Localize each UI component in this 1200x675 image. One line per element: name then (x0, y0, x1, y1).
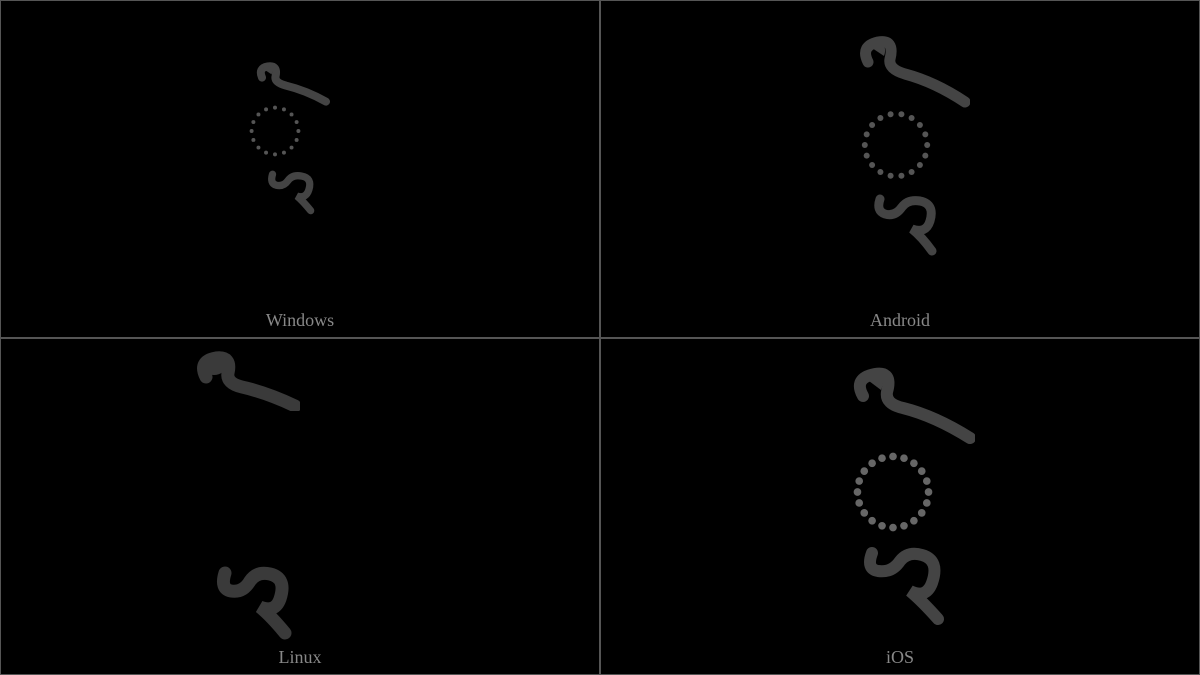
panel-label: Windows (266, 310, 334, 331)
panel-windows: Windows (0, 0, 600, 338)
dotted-circle-placeholder (852, 451, 934, 533)
panel-label: Android (870, 310, 930, 331)
panel-android: Android (600, 0, 1200, 338)
top-hook-glyph (250, 59, 330, 109)
top-hook-glyph (845, 366, 975, 446)
top-hook-glyph (190, 351, 300, 411)
panel-linux: Linux (0, 338, 600, 675)
bottom-subjoined-glyph (215, 561, 295, 641)
glyph-linux (130, 351, 330, 661)
glyph-windows (200, 49, 360, 249)
bottom-subjoined-glyph (870, 189, 945, 259)
bottom-subjoined-glyph (265, 167, 320, 217)
top-hook-glyph (850, 34, 970, 109)
panel-label: Linux (279, 647, 322, 668)
dotted-circle-placeholder (248, 104, 302, 158)
bottom-subjoined-glyph (860, 541, 950, 626)
panel-ios: iOS (600, 338, 1200, 675)
glyph-android (810, 34, 990, 294)
panel-label: iOS (886, 647, 914, 668)
dotted-circle-placeholder (860, 109, 932, 181)
glyph-ios (810, 366, 990, 646)
